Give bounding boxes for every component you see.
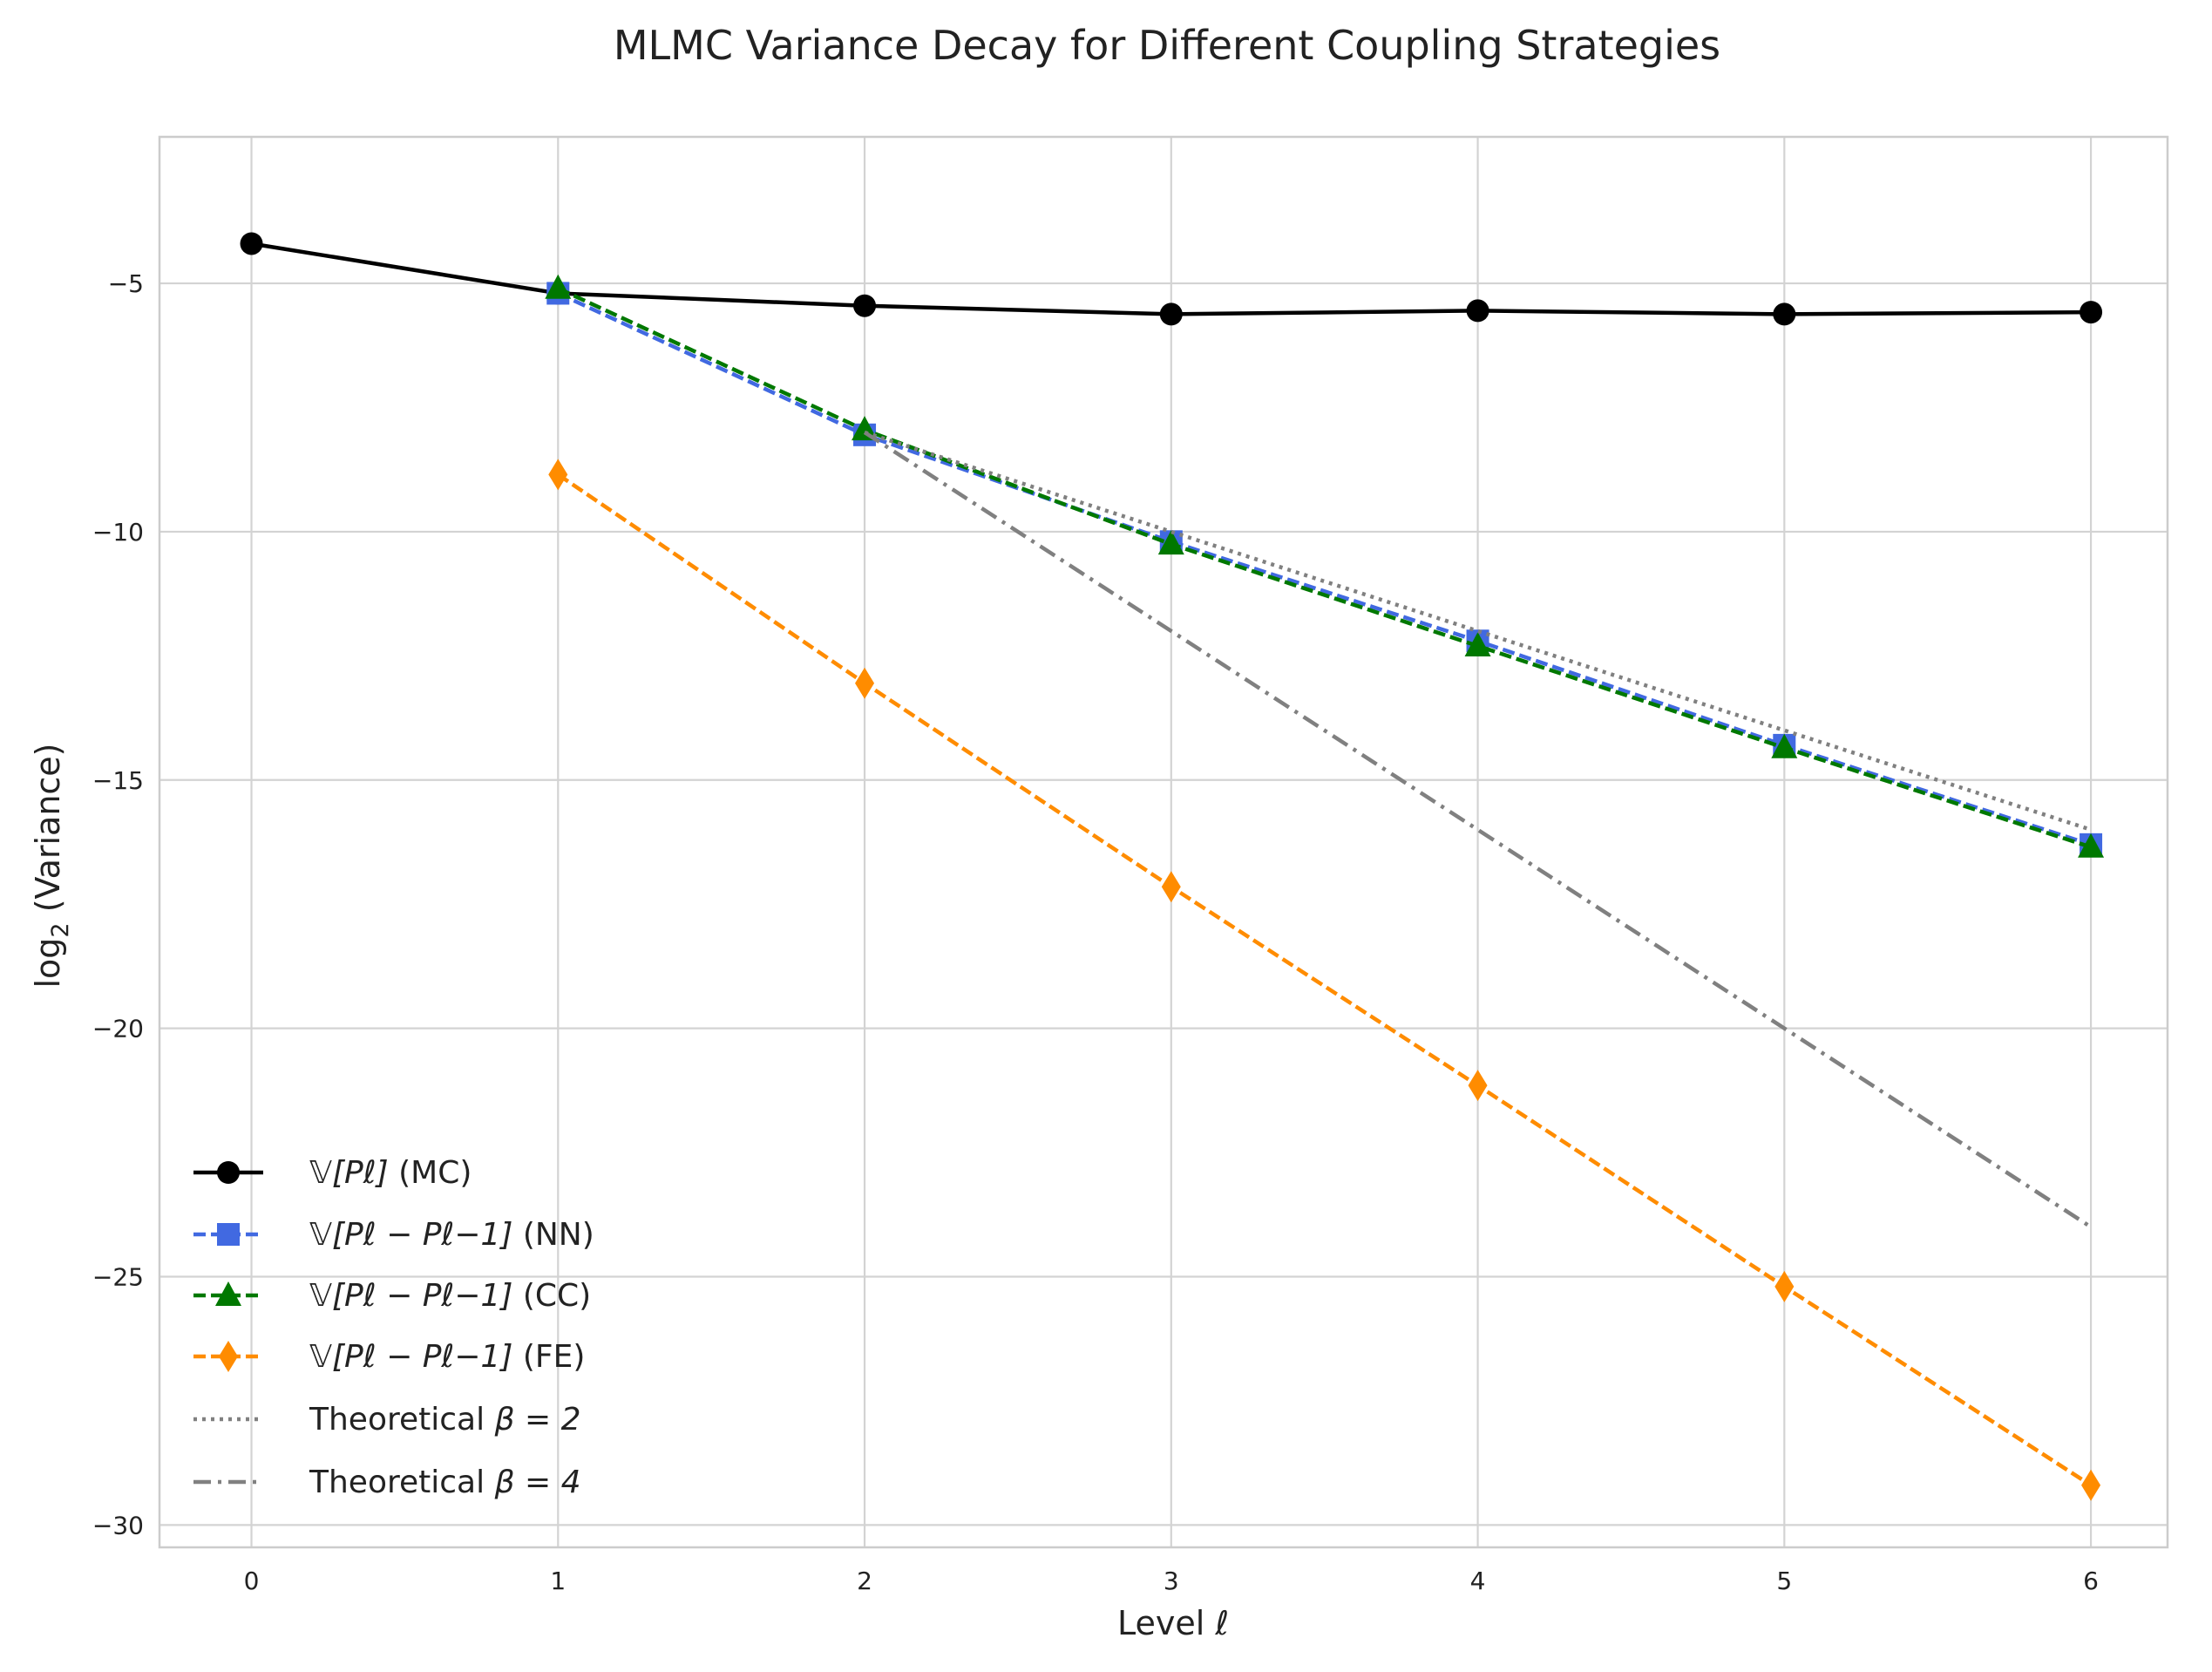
legend-label-math: 𝕍[Pℓ − Pℓ−1] xyxy=(309,1339,512,1375)
y-tick-label: −30 xyxy=(92,1511,144,1539)
legend-label-text: (FE) xyxy=(512,1339,585,1375)
legend-marker-nn xyxy=(217,1223,240,1246)
y-axis-label-main: log xyxy=(29,938,67,989)
y-tick-label: −25 xyxy=(92,1263,144,1292)
legend-marker-mc xyxy=(217,1161,240,1184)
plot-frame xyxy=(158,135,2169,1549)
series-fe-point xyxy=(855,667,875,699)
legend-item-fe: 𝕍[Pℓ − Pℓ−1] (FE) xyxy=(193,1339,585,1375)
legend-marker-fe xyxy=(219,1341,238,1372)
legend-item-mc: 𝕍[Pℓ] (MC) xyxy=(193,1155,472,1191)
legend-label-text: (CC) xyxy=(512,1278,591,1314)
legend-label-b2: Theoretical β = 2 xyxy=(309,1402,581,1438)
series-fe-point xyxy=(548,459,568,491)
series-layer xyxy=(240,232,2105,1501)
legend-item-b2: Theoretical β = 2 xyxy=(193,1402,581,1438)
y-tick-label: −15 xyxy=(92,766,144,795)
legend-item-nn: 𝕍[Pℓ − Pℓ−1] (NN) xyxy=(193,1217,594,1253)
chart-title: MLMC Variance Decay for Different Coupli… xyxy=(614,22,1720,69)
series-mc-point xyxy=(1159,302,1183,326)
legend-label-math: β = 2 xyxy=(494,1402,581,1438)
series-mc-point xyxy=(1773,302,1796,326)
series-cc xyxy=(545,274,2105,858)
legend-label-text: (NN) xyxy=(512,1217,594,1253)
y-axis-label: log2 (Variance) xyxy=(29,743,74,988)
legend-label-cc: 𝕍[Pℓ − Pℓ−1] (CC) xyxy=(309,1278,591,1314)
series-mc-point xyxy=(853,294,877,317)
series-cc-point xyxy=(1771,733,1798,758)
y-tick-label: −5 xyxy=(108,269,144,298)
y-tick-label: −10 xyxy=(92,518,144,547)
series-mc-point xyxy=(2080,301,2103,324)
legend-label-text: Theoretical xyxy=(309,1465,495,1500)
x-tick-label: 1 xyxy=(550,1567,566,1595)
x-tick-label: 2 xyxy=(857,1567,872,1595)
x-tick-label: 6 xyxy=(2083,1567,2099,1595)
legend-label-math: 𝕍[Pℓ − Pℓ−1] xyxy=(309,1217,512,1253)
legend-label-text: Theoretical xyxy=(309,1402,495,1438)
series-mc-point xyxy=(240,232,263,255)
x-tick-label: 5 xyxy=(1776,1567,1792,1595)
y-axis-ticks: −5 −10 −15 −20 −25 −30 xyxy=(92,269,144,1539)
series-cc-point xyxy=(1157,530,1184,555)
legend-label-math: β = 4 xyxy=(494,1465,581,1500)
legend-marker-cc xyxy=(215,1281,241,1306)
series-cc-point xyxy=(1464,631,1491,656)
legend-label-math: 𝕍[Pℓ] xyxy=(309,1155,389,1191)
x-axis-label: Level ℓ xyxy=(1117,1604,1229,1642)
series-fe-point xyxy=(1161,871,1181,903)
series-fe-point xyxy=(2081,1469,2101,1501)
series-cc-point xyxy=(545,274,572,299)
series-nn xyxy=(546,282,2103,856)
series-mc-point xyxy=(1466,299,1489,323)
legend-label-text: (MC) xyxy=(389,1155,472,1191)
series-fe xyxy=(548,459,2101,1501)
series-cc-point xyxy=(852,416,879,441)
legend-label-b4: Theoretical β = 4 xyxy=(309,1465,581,1500)
legend-label-fe: 𝕍[Pℓ − Pℓ−1] (FE) xyxy=(309,1339,585,1375)
legend-item-b4: Theoretical β = 4 xyxy=(193,1465,581,1500)
series-cc-line xyxy=(557,286,2092,849)
x-tick-label: 4 xyxy=(1470,1567,1486,1595)
series-b2-line xyxy=(864,430,2092,832)
x-axis-ticks: 0 1 2 3 4 5 6 xyxy=(244,1567,2099,1595)
x-tick-label: 3 xyxy=(1164,1567,1179,1595)
legend-label-nn: 𝕍[Pℓ − Pℓ−1] (NN) xyxy=(309,1217,594,1253)
series-fe-point xyxy=(1774,1270,1795,1302)
series-nn-line xyxy=(557,291,2092,846)
legend-label-math: 𝕍[Pℓ − Pℓ−1] xyxy=(309,1278,512,1314)
y-axis-label-rest: (Variance) xyxy=(29,743,67,922)
series-fe-point xyxy=(1468,1070,1488,1102)
x-tick-label: 0 xyxy=(244,1567,260,1595)
y-axis-label-subscript: 2 xyxy=(47,922,74,937)
series-b2 xyxy=(864,430,2092,832)
series-cc-point xyxy=(2078,833,2105,858)
y-tick-label: −20 xyxy=(92,1015,144,1043)
legend-item-cc: 𝕍[Pℓ − Pℓ−1] (CC) xyxy=(193,1278,591,1314)
legend-label-mc: 𝕍[Pℓ] (MC) xyxy=(309,1155,472,1191)
legend: 𝕍[Pℓ] (MC)𝕍[Pℓ − Pℓ−1] (NN)𝕍[Pℓ − Pℓ−1] … xyxy=(193,1155,594,1500)
